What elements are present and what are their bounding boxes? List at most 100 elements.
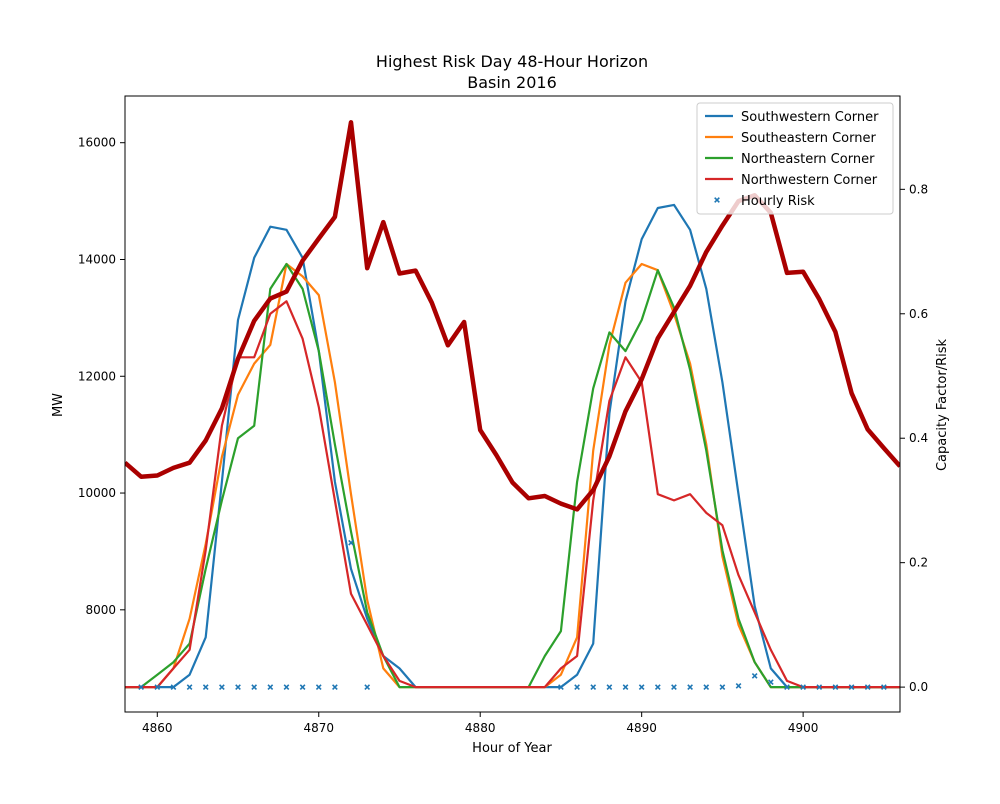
legend-risk-marker xyxy=(714,197,720,203)
risk-point-stroke-b xyxy=(348,539,354,546)
risk-point xyxy=(767,679,774,685)
risk-point-stroke-b xyxy=(219,684,225,690)
axis-ticks: 4860 4870 4880 4890 4900 8000 10000 12000 14000 1… xyxy=(78,136,928,735)
risk-point xyxy=(267,684,274,690)
risk-point xyxy=(299,684,306,690)
risk-point xyxy=(364,684,371,690)
risk-point xyxy=(703,684,710,690)
risk-point-stroke-b xyxy=(864,684,871,690)
risk-point-stroke-b xyxy=(751,673,758,679)
risk-point-stroke-b xyxy=(832,684,839,690)
legend-risk-stroke-b xyxy=(714,197,720,203)
risk-point-stroke-b xyxy=(574,684,580,690)
legend-label: Northwestern Corner xyxy=(741,173,878,188)
risk-point xyxy=(864,684,871,690)
risk-point-stroke-b xyxy=(687,684,693,690)
risk-point-stroke-b xyxy=(283,684,290,690)
risk-point-stroke-b xyxy=(267,684,274,690)
risk-point xyxy=(574,684,580,690)
risk-point-stroke-b xyxy=(235,684,241,690)
risk-point xyxy=(590,684,597,690)
legend-box xyxy=(696,102,894,215)
y2-tick-label: 0.8 xyxy=(909,182,928,196)
risk-point xyxy=(235,684,241,690)
risk-point-stroke-b xyxy=(154,684,161,690)
x-axis-label: Hour of Year xyxy=(472,741,552,756)
x-tick-label: 4890 xyxy=(626,721,657,735)
risk-point-stroke-b xyxy=(364,684,371,690)
risk-point xyxy=(348,539,354,546)
series-line-3 xyxy=(125,262,900,689)
risk-point-stroke-b xyxy=(800,684,806,690)
risk-point xyxy=(332,684,338,690)
risk-point xyxy=(735,683,742,689)
y-tick-label: 16000 xyxy=(78,136,116,150)
x-tick-label: 4860 xyxy=(142,721,173,735)
risk-point xyxy=(654,684,661,690)
risk-point xyxy=(170,684,177,690)
risk-point-stroke-b xyxy=(590,684,597,690)
risk-point xyxy=(138,684,145,690)
risk-point xyxy=(848,684,855,690)
y2-tick-label: 0.0 xyxy=(909,680,928,694)
risk-point-stroke-b xyxy=(186,684,193,690)
chart-subtitle: Basin 2016 xyxy=(467,73,557,92)
risk-point-stroke-b xyxy=(606,684,613,690)
y-tick-label: 10000 xyxy=(78,486,116,500)
risk-point-stroke-b xyxy=(848,684,855,690)
y2-tick-label: 0.6 xyxy=(909,307,928,321)
y2-tick-label: 0.4 xyxy=(909,431,928,445)
plot-area xyxy=(124,95,901,713)
risk-point xyxy=(638,684,645,690)
risk-point-stroke-b xyxy=(816,684,823,690)
series-line-1 xyxy=(125,203,900,689)
risk-point xyxy=(202,684,209,690)
risk-point-stroke-b xyxy=(671,684,677,690)
risk-point-stroke-b xyxy=(654,684,661,690)
y-tick-label: 12000 xyxy=(78,369,116,383)
series-line-2 xyxy=(125,262,900,689)
y-tick-label: 8000 xyxy=(85,603,116,617)
y-axis-label: MW xyxy=(51,393,66,417)
legend-label: Northeastern Corner xyxy=(741,152,875,167)
risk-point xyxy=(606,684,613,690)
risk-point-stroke-b xyxy=(332,684,338,690)
risk-point xyxy=(219,684,225,690)
plot-frame xyxy=(124,95,901,713)
risk-point-stroke-b xyxy=(784,684,790,690)
risk-point-stroke-b xyxy=(558,684,564,690)
x-tick-label: 4900 xyxy=(788,721,819,735)
risk-point xyxy=(784,684,790,690)
risk-point-stroke-b xyxy=(299,684,306,690)
risk-point-stroke-b xyxy=(880,684,887,690)
series-line-4 xyxy=(125,300,900,689)
risk-point-stroke-b xyxy=(735,683,742,689)
risk-point xyxy=(558,684,564,690)
chart-title: Highest Risk Day 48-Hour Horizon xyxy=(376,52,648,71)
legend: Southwestern Corner Southeastern Corner No… xyxy=(696,102,894,215)
risk-point xyxy=(251,684,258,690)
risk-point xyxy=(283,684,290,690)
risk-point-stroke-b xyxy=(202,684,209,690)
legend-label: Hourly Risk xyxy=(741,194,815,209)
risk-point xyxy=(671,684,677,690)
risk-point xyxy=(751,673,758,679)
risk-point xyxy=(154,684,161,690)
risk-point xyxy=(186,684,193,690)
risk-point xyxy=(719,684,726,690)
risk-point-stroke-b xyxy=(703,684,710,690)
y2-tick-label: 0.2 xyxy=(909,556,928,570)
legend-label: Southeastern Corner xyxy=(741,131,876,146)
risk-point xyxy=(687,684,693,690)
risk-point-stroke-b xyxy=(315,684,322,690)
legend-label: Southwestern Corner xyxy=(741,110,879,125)
x-tick-label: 4880 xyxy=(465,721,496,735)
risk-point xyxy=(315,684,322,690)
risk-point xyxy=(800,684,806,690)
risk-point-stroke-b xyxy=(138,684,145,690)
risk-point-stroke-b xyxy=(719,684,726,690)
risk-point-stroke-b xyxy=(638,684,645,690)
risk-point-stroke-b xyxy=(251,684,258,690)
